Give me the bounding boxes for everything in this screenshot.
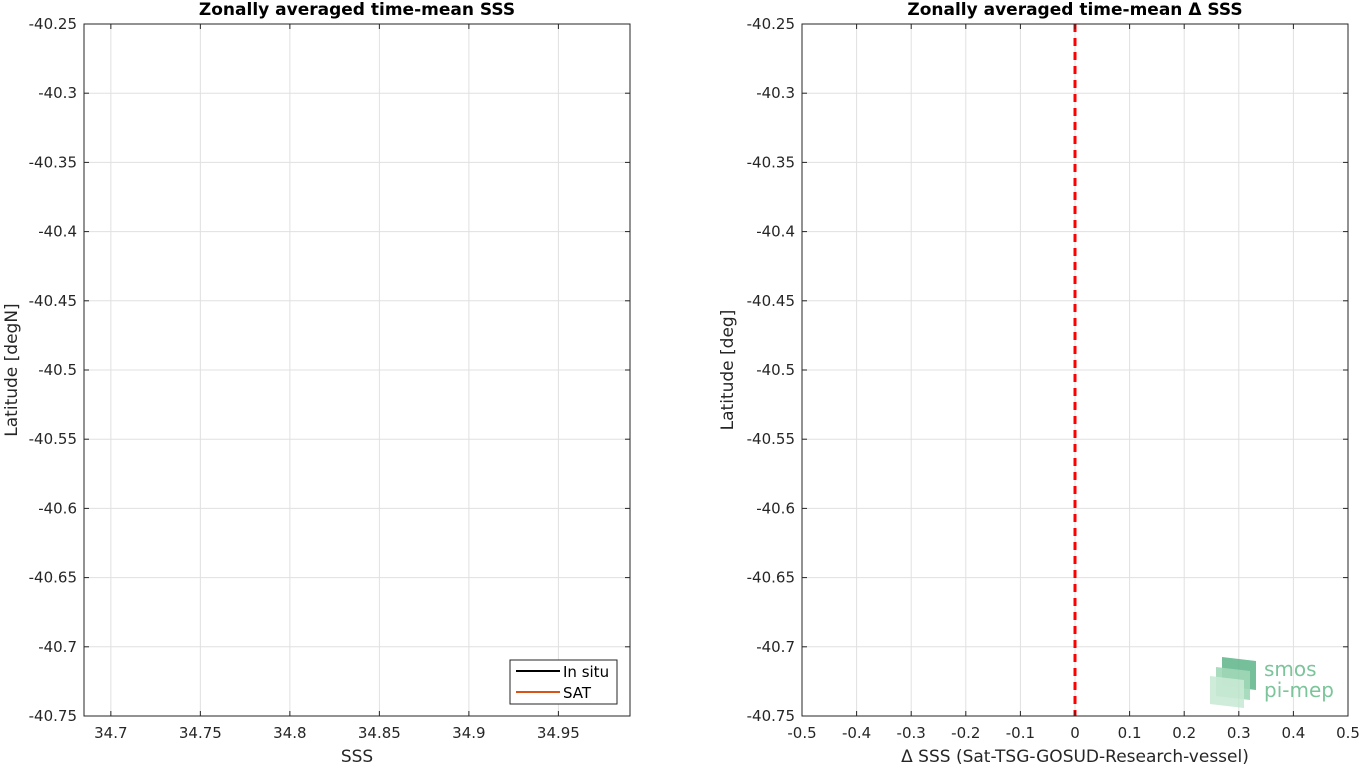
delta-y-tick-label: -40.45 [747,292,795,310]
legend-in-situ-label: In situ [563,663,609,681]
sss-y-tick-label: -40.7 [38,638,77,656]
sss-chart-title: Zonally averaged time-mean SSS [199,0,515,20]
delta-chart-title: Zonally averaged time-mean Δ SSS [907,0,1242,20]
delta-x-tick-label: -0.4 [842,724,871,742]
delta-x-tick-label: 0.4 [1281,724,1305,742]
delta-x-tick-label: 0.2 [1172,724,1196,742]
delta-y-tick-label: -40.65 [747,569,795,587]
sss-y-tick-label: -40.4 [38,223,77,241]
logo-emblem-icon [1210,657,1256,708]
delta-y-tick-label: -40.7 [756,638,795,656]
sss-panel: 34.7 34.75 34.8 34.85 34.9 34.95 -40.25 -40.3 -4… [2,0,631,765]
sss-x-tick-label: 34.95 [537,724,580,742]
delta-x-tick-label: 0.5 [1336,724,1360,742]
sss-x-tick-label: 34.85 [358,724,401,742]
delta-y-axis-label: Latitude [deg] [718,310,738,431]
legend-sat-label: SAT [563,684,592,702]
sss-x-tick-label: 34.9 [452,724,485,742]
sss-legend: In situ SAT [509,659,618,705]
sss-x-tick-label: 34.8 [273,724,306,742]
sss-x-tick-label: 34.75 [179,724,222,742]
sss-y-tick-label: -40.35 [29,153,77,171]
logo-text-line1: smos [1264,657,1317,681]
delta-y-tick-label: -40.3 [756,84,795,102]
delta-sss-panel: -0.5 -0.4 -0.3 -0.2 -0.1 0 0.1 0.2 0.3 0.4 0.5 -40.… [718,0,1360,765]
sss-y-tick-label: -40.25 [29,15,77,33]
delta-y-tick-label: -40.55 [747,430,795,448]
sss-y-tick-label: -40.75 [29,707,77,725]
sss-x-tick-label: 34.7 [94,724,127,742]
sss-y-tick-label: -40.5 [38,361,77,379]
delta-x-axis-label: Δ SSS (Sat-TSG-GOSUD-Research-vessel) [901,747,1249,765]
legend-box [509,659,618,705]
smos-pi-mep-logo: smos pi-mep [1210,657,1334,708]
sss-y-axis-label: Latitude [degN] [2,303,22,436]
delta-x-tick-label: -0.3 [897,724,926,742]
sss-y-tick-label: -40.65 [29,569,77,587]
sss-x-axis-label: SSS [341,747,373,765]
logo-text-line2: pi-mep [1264,678,1334,702]
delta-x-tick-label: -0.1 [1006,724,1035,742]
delta-x-tick-label: -0.2 [951,724,980,742]
delta-y-tick-label: -40.6 [756,499,795,517]
delta-x-tick-label: -0.5 [787,724,816,742]
delta-x-tick-label: 0.1 [1118,724,1142,742]
sss-y-tick-label: -40.6 [38,499,77,517]
sss-y-tick-label: -40.45 [29,292,77,310]
delta-x-tick-label: 0.3 [1227,724,1251,742]
delta-x-tick-label: 0 [1070,724,1080,742]
delta-y-tick-label: -40.5 [756,361,795,379]
delta-y-tick-label: -40.35 [747,153,795,171]
delta-y-tick-label: -40.4 [756,223,795,241]
delta-y-tick-label: -40.25 [747,15,795,33]
delta-y-tick-label: -40.75 [747,707,795,725]
sss-y-tick-label: -40.3 [38,84,77,102]
sss-y-tick-label: -40.55 [29,430,77,448]
